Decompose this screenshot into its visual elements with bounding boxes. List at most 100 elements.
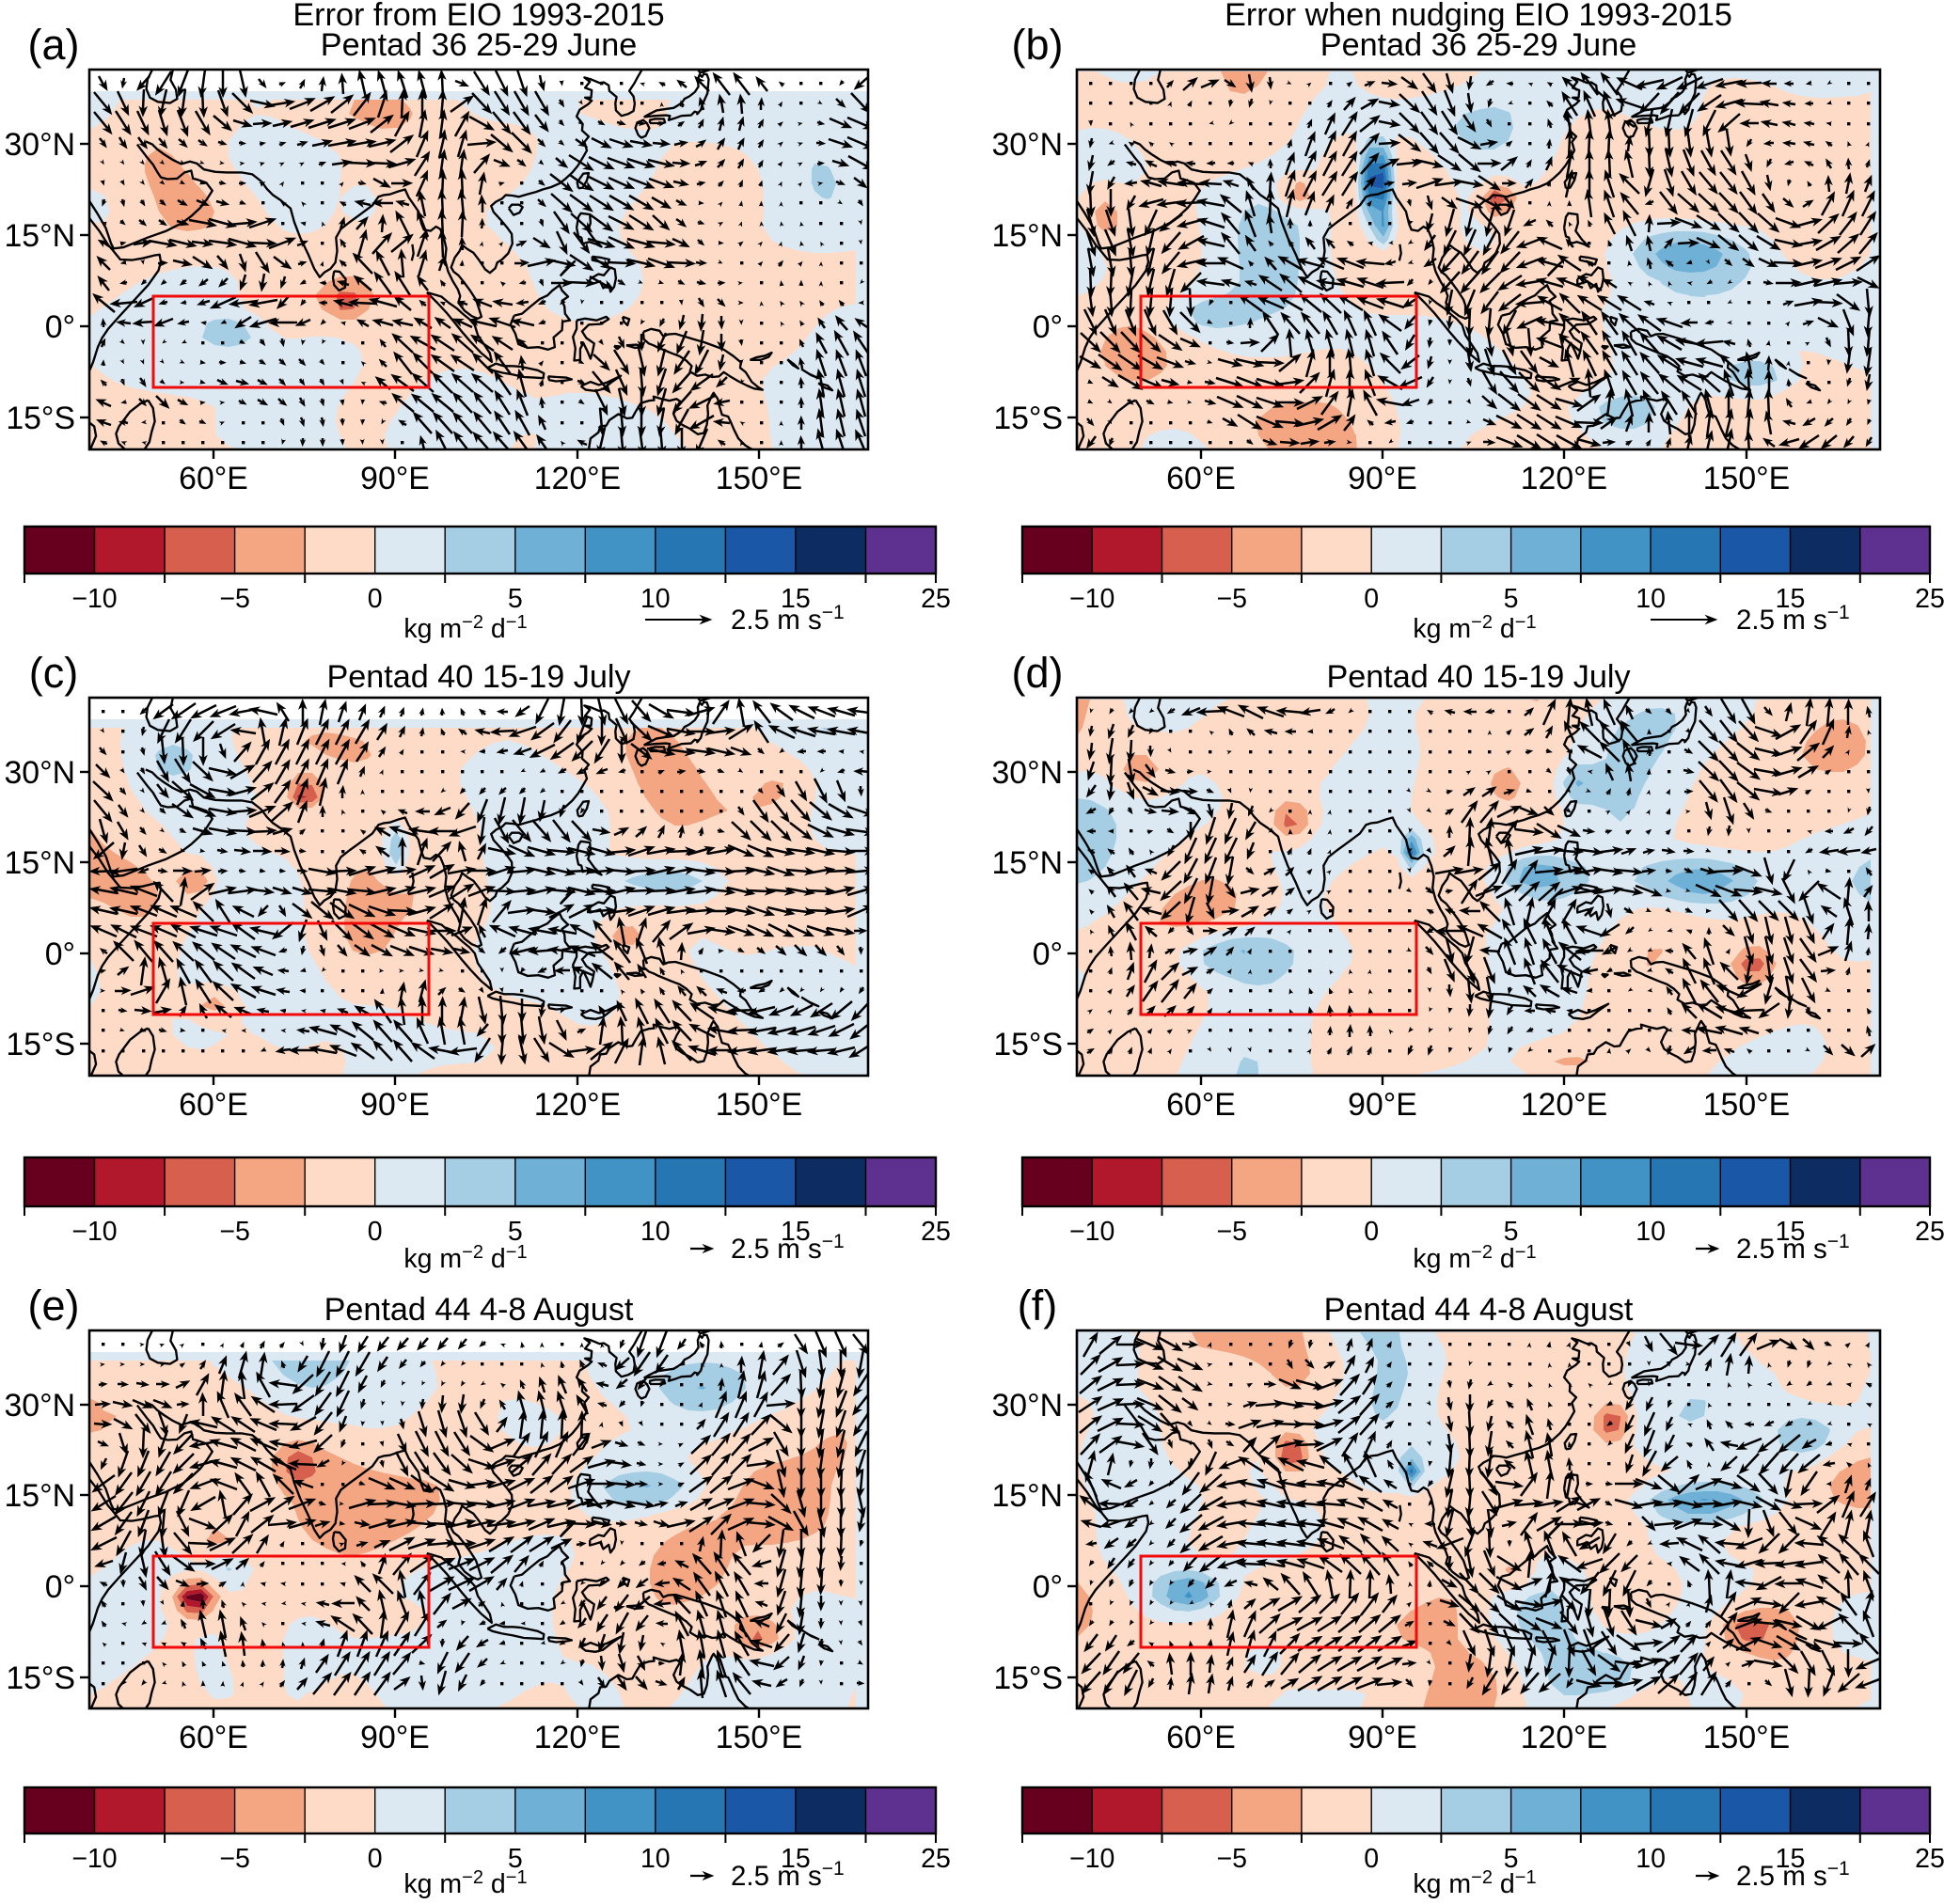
svg-text:150°E: 150°E bbox=[716, 1087, 802, 1123]
svg-text:−10: −10 bbox=[1069, 1217, 1114, 1247]
svg-text:15: 15 bbox=[1776, 584, 1806, 614]
svg-text:−10: −10 bbox=[1069, 584, 1114, 614]
svg-text:15: 15 bbox=[1776, 1844, 1806, 1874]
svg-text:Pentad 44 4-8 August: Pentad 44 4-8 August bbox=[324, 1292, 634, 1328]
svg-text:120°E: 120°E bbox=[534, 1087, 621, 1123]
svg-text:Pentad 40 15-19 July: Pentad 40 15-19 July bbox=[326, 659, 631, 695]
svg-text:60°E: 60°E bbox=[1166, 461, 1236, 496]
svg-text:60°E: 60°E bbox=[1166, 1720, 1236, 1755]
svg-text:15°N: 15°N bbox=[991, 1478, 1063, 1514]
svg-text:5: 5 bbox=[508, 1844, 523, 1874]
svg-text:60°E: 60°E bbox=[1166, 1087, 1236, 1123]
svg-text:0°: 0° bbox=[45, 1569, 75, 1605]
svg-text:−5: −5 bbox=[1216, 1844, 1247, 1874]
svg-text:−10: −10 bbox=[71, 1217, 117, 1247]
svg-text:2.5 m s−1: 2.5 m s−1 bbox=[1736, 1858, 1850, 1892]
svg-text:−5: −5 bbox=[219, 584, 250, 614]
svg-text:10: 10 bbox=[640, 1217, 671, 1247]
svg-text:15°S: 15°S bbox=[6, 1027, 75, 1062]
svg-text:25: 25 bbox=[1915, 1844, 1944, 1874]
svg-text:−5: −5 bbox=[1216, 1217, 1247, 1247]
svg-text:Pentad 36 25-29 June: Pentad 36 25-29 June bbox=[1320, 27, 1636, 63]
svg-text:150°E: 150°E bbox=[1703, 1087, 1790, 1123]
svg-text:5: 5 bbox=[1504, 1844, 1519, 1874]
svg-text:25: 25 bbox=[921, 584, 951, 614]
svg-text:15: 15 bbox=[781, 1844, 811, 1874]
svg-text:10: 10 bbox=[640, 1844, 671, 1874]
svg-text:30°N: 30°N bbox=[991, 127, 1063, 163]
svg-text:0: 0 bbox=[1364, 584, 1379, 614]
svg-text:60°E: 60°E bbox=[179, 461, 248, 496]
svg-text:5: 5 bbox=[1504, 584, 1519, 614]
svg-text:15: 15 bbox=[1776, 1217, 1806, 1247]
svg-text:90°E: 90°E bbox=[1348, 1720, 1417, 1755]
svg-text:15: 15 bbox=[781, 584, 811, 614]
svg-text:15°N: 15°N bbox=[991, 218, 1063, 254]
svg-text:0: 0 bbox=[368, 1217, 383, 1247]
svg-text:(d): (d) bbox=[1012, 649, 1064, 697]
svg-text:−5: −5 bbox=[219, 1844, 250, 1874]
svg-text:15°S: 15°S bbox=[993, 1660, 1063, 1696]
svg-text:15°S: 15°S bbox=[993, 401, 1063, 436]
svg-text:Pentad 36 25-29 June: Pentad 36 25-29 June bbox=[321, 27, 637, 63]
svg-text:25: 25 bbox=[1915, 584, 1944, 614]
svg-text:15°N: 15°N bbox=[4, 218, 75, 254]
svg-text:−10: −10 bbox=[71, 584, 117, 614]
svg-text:(a): (a) bbox=[28, 21, 80, 69]
svg-text:5: 5 bbox=[508, 584, 523, 614]
svg-text:25: 25 bbox=[921, 1217, 951, 1247]
svg-text:(b): (b) bbox=[1012, 21, 1064, 69]
svg-text:15°S: 15°S bbox=[6, 401, 75, 436]
svg-text:(c): (c) bbox=[29, 649, 78, 697]
svg-text:5: 5 bbox=[508, 1217, 523, 1247]
svg-text:0°: 0° bbox=[1033, 309, 1063, 345]
svg-text:5: 5 bbox=[1504, 1217, 1519, 1247]
svg-text:120°E: 120°E bbox=[534, 1720, 621, 1755]
svg-text:Pentad 44 4-8 August: Pentad 44 4-8 August bbox=[1324, 1292, 1634, 1328]
svg-text:10: 10 bbox=[1636, 584, 1666, 614]
svg-text:15: 15 bbox=[781, 1217, 811, 1247]
svg-text:−5: −5 bbox=[219, 1217, 250, 1247]
svg-text:25: 25 bbox=[1915, 1217, 1944, 1247]
svg-text:0°: 0° bbox=[45, 309, 75, 345]
svg-text:30°N: 30°N bbox=[991, 1388, 1063, 1424]
svg-text:−10: −10 bbox=[1069, 1844, 1114, 1874]
svg-text:30°N: 30°N bbox=[4, 127, 75, 163]
svg-text:−5: −5 bbox=[1216, 584, 1247, 614]
svg-text:10: 10 bbox=[640, 584, 671, 614]
svg-text:Error from EIO 1993-2015: Error from EIO 1993-2015 bbox=[292, 0, 664, 33]
svg-text:15°S: 15°S bbox=[6, 1660, 75, 1696]
svg-text:120°E: 120°E bbox=[1521, 1087, 1607, 1123]
svg-text:150°E: 150°E bbox=[716, 461, 802, 496]
svg-text:0: 0 bbox=[1364, 1217, 1379, 1247]
svg-text:15°S: 15°S bbox=[993, 1027, 1063, 1062]
svg-text:0: 0 bbox=[368, 584, 383, 614]
svg-text:60°E: 60°E bbox=[179, 1087, 248, 1123]
svg-text:120°E: 120°E bbox=[534, 461, 621, 496]
svg-text:(e): (e) bbox=[28, 1282, 80, 1330]
svg-text:60°E: 60°E bbox=[179, 1720, 248, 1755]
svg-text:90°E: 90°E bbox=[1348, 1087, 1417, 1123]
svg-text:0°: 0° bbox=[45, 936, 75, 972]
svg-text:150°E: 150°E bbox=[716, 1720, 802, 1755]
svg-text:Pentad 40 15-19 July: Pentad 40 15-19 July bbox=[1326, 659, 1631, 695]
svg-text:15°N: 15°N bbox=[4, 1478, 75, 1514]
svg-text:90°E: 90°E bbox=[360, 1720, 430, 1755]
svg-text:120°E: 120°E bbox=[1521, 461, 1607, 496]
svg-text:30°N: 30°N bbox=[4, 755, 75, 791]
svg-text:0: 0 bbox=[1364, 1844, 1379, 1874]
svg-text:0°: 0° bbox=[1033, 936, 1063, 972]
svg-text:150°E: 150°E bbox=[1703, 461, 1790, 496]
svg-text:0: 0 bbox=[368, 1844, 383, 1874]
svg-text:90°E: 90°E bbox=[1348, 461, 1417, 496]
svg-text:0°: 0° bbox=[1033, 1569, 1063, 1605]
svg-text:15°N: 15°N bbox=[991, 845, 1063, 881]
svg-text:30°N: 30°N bbox=[4, 1388, 75, 1424]
svg-text:15°N: 15°N bbox=[4, 845, 75, 881]
svg-text:120°E: 120°E bbox=[1521, 1720, 1607, 1755]
svg-text:10: 10 bbox=[1636, 1217, 1666, 1247]
svg-text:90°E: 90°E bbox=[360, 461, 430, 496]
svg-text:90°E: 90°E bbox=[360, 1087, 430, 1123]
svg-text:30°N: 30°N bbox=[991, 755, 1063, 791]
svg-text:25: 25 bbox=[921, 1844, 951, 1874]
